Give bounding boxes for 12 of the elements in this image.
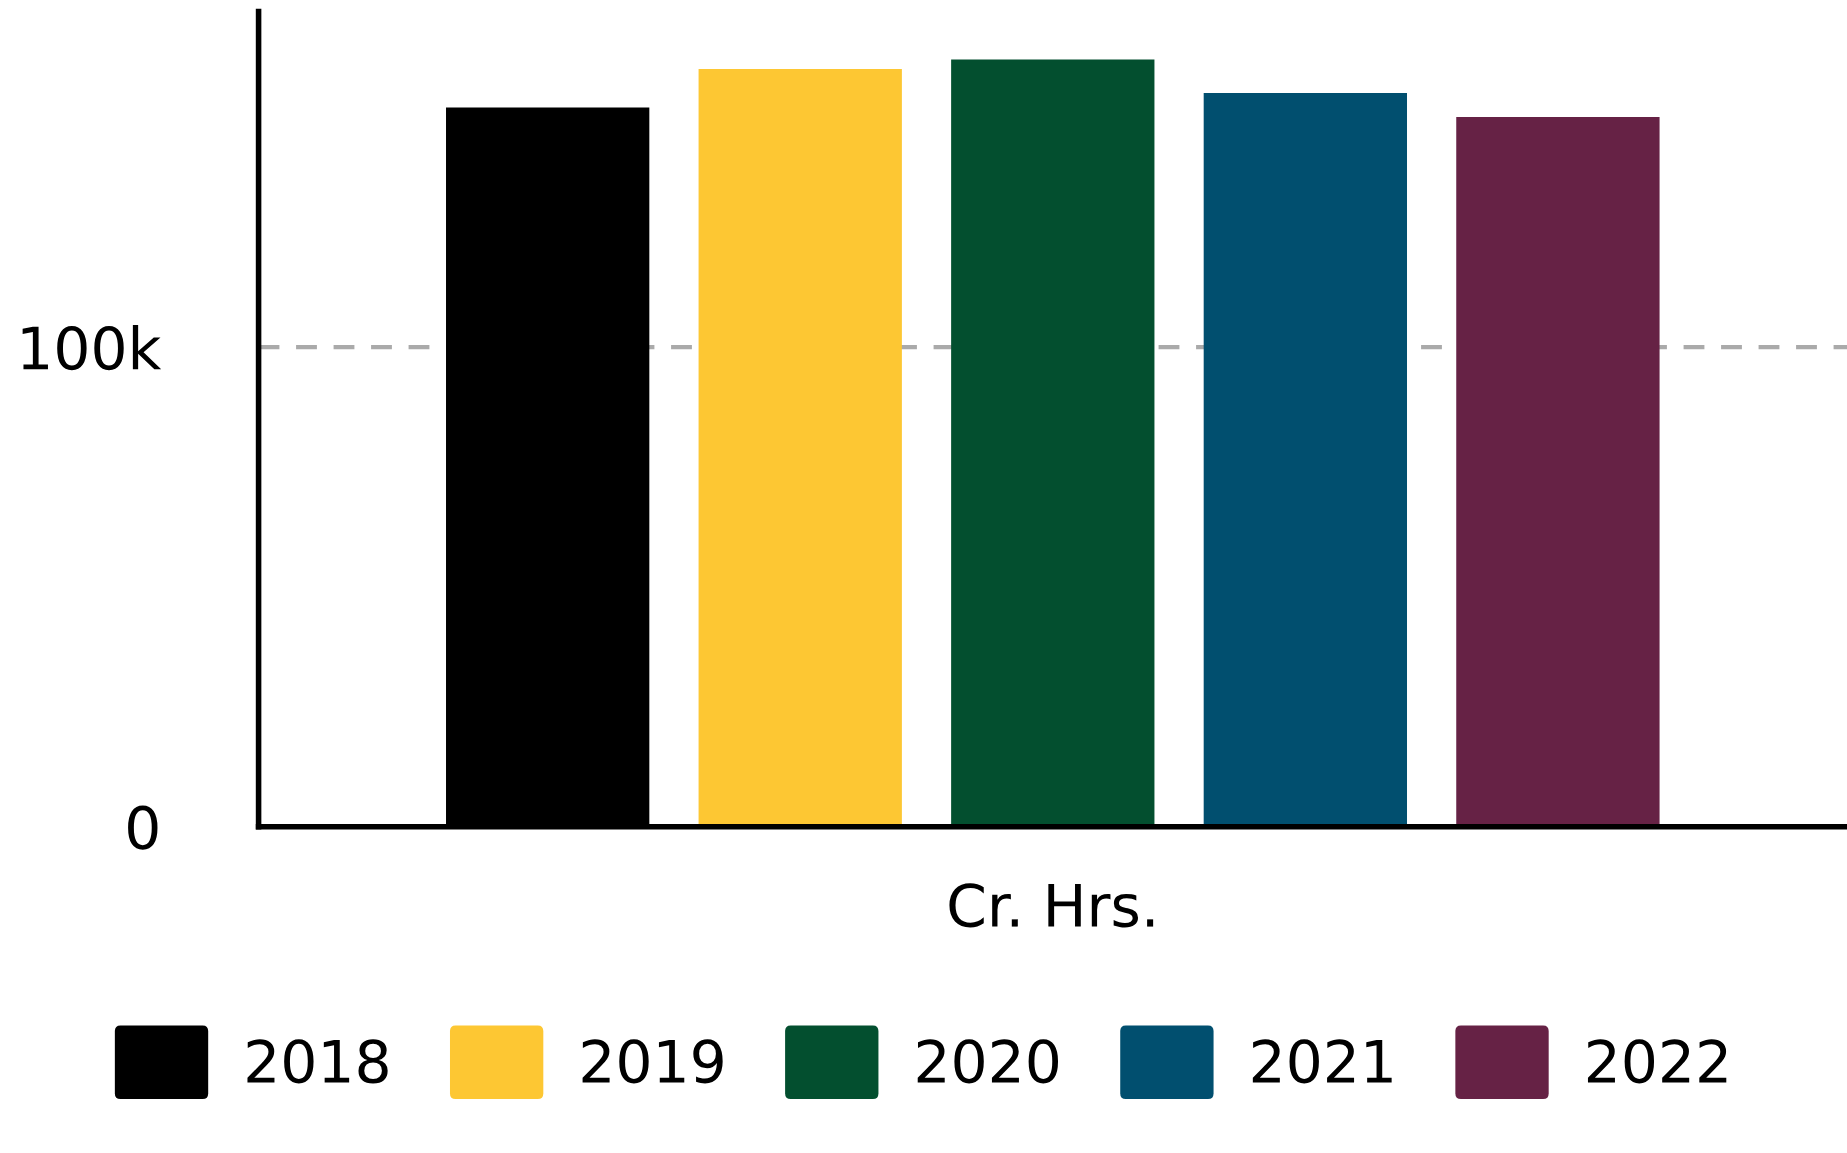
y-tick-label: 100k bbox=[22, 325, 162, 371]
bar bbox=[1456, 117, 1660, 827]
legend-label: 2021 bbox=[1252, 1039, 1392, 1084]
bar bbox=[1203, 93, 1408, 827]
legend-label: 2019 bbox=[582, 1039, 723, 1084]
legend-label: 2018 bbox=[247, 1039, 388, 1084]
legend-label: 2022 bbox=[1587, 1039, 1727, 1084]
y-tick-label: 0 bbox=[128, 805, 158, 850]
bar bbox=[951, 59, 1155, 827]
legend-label: 2020 bbox=[917, 1039, 1059, 1084]
bar bbox=[698, 69, 902, 827]
x-tick-label: Cr. Hrs. bbox=[949, 883, 1154, 928]
